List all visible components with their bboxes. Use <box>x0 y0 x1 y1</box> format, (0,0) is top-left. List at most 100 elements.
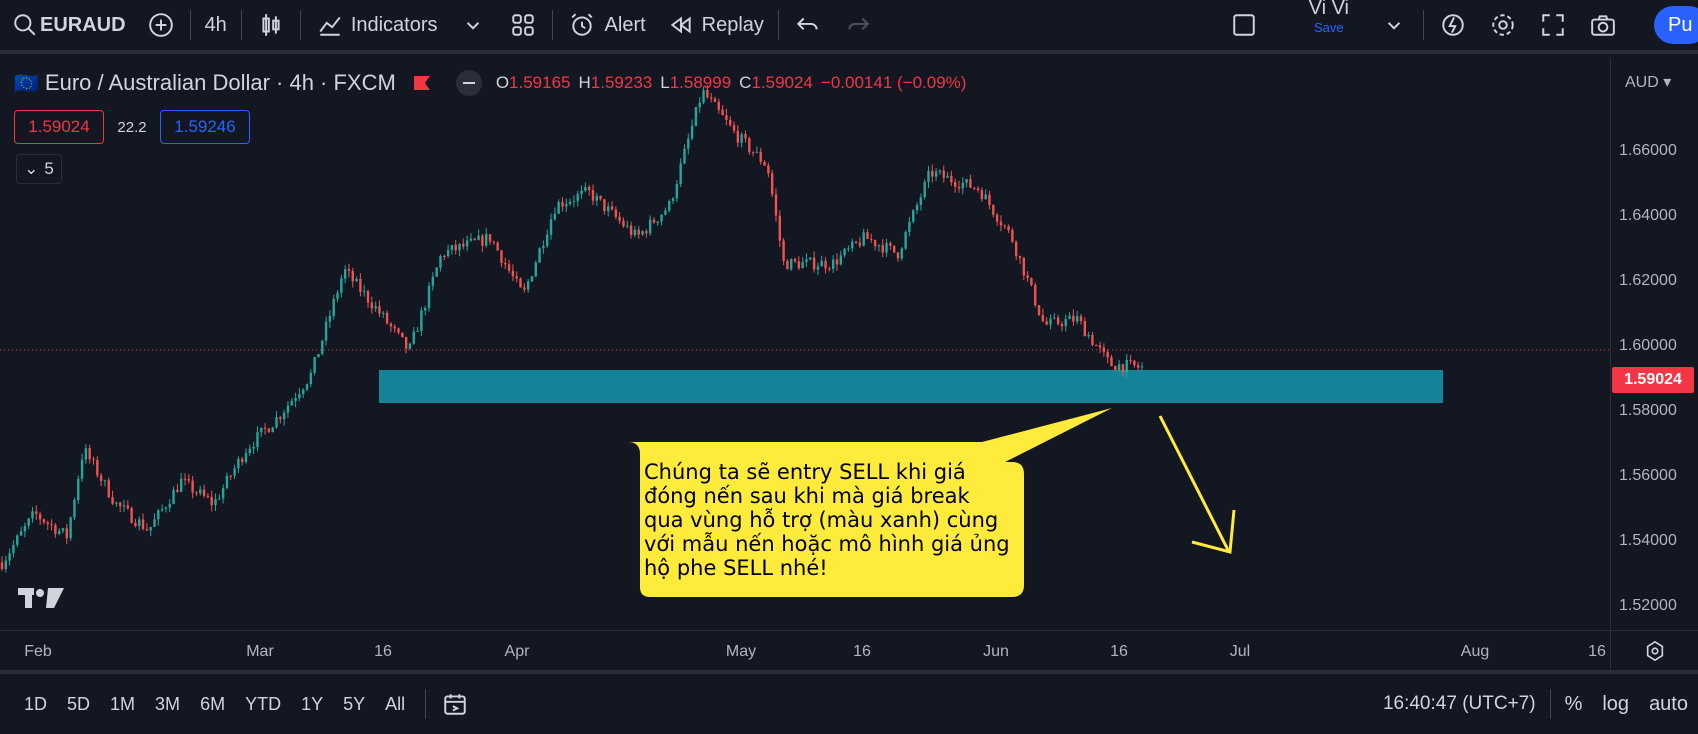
candle-body <box>305 384 309 390</box>
candle-body <box>446 249 450 257</box>
indicator-count: 5 <box>44 159 54 178</box>
candle-body <box>241 458 244 462</box>
candle-body <box>885 243 888 253</box>
candle-body <box>191 480 194 493</box>
candle-body <box>1102 347 1106 352</box>
candle-body <box>507 264 511 271</box>
candle-body <box>385 312 389 324</box>
plus-circle-icon <box>146 10 176 40</box>
candle-body <box>134 522 137 527</box>
flag-icon[interactable] <box>413 76 430 90</box>
candle-body <box>27 518 30 526</box>
buy-price-button[interactable]: 1.59246 <box>160 110 250 144</box>
divider <box>777 10 779 40</box>
fullscreen-layout-button[interactable] <box>1219 0 1269 52</box>
candle-body <box>778 215 781 241</box>
alert-label: Alert <box>604 13 646 36</box>
fullscreen-button[interactable] <box>1528 0 1578 52</box>
chart-type-button[interactable] <box>246 0 296 52</box>
percent-scale-button[interactable]: % <box>1564 692 1583 715</box>
indicators-button[interactable]: Indicators <box>305 0 448 52</box>
settings-button[interactable] <box>1478 0 1528 52</box>
candle-body <box>1083 321 1087 337</box>
quick-search-button[interactable] <box>1428 0 1478 52</box>
candle-body <box>38 513 42 520</box>
candle-body <box>843 248 846 256</box>
candle-body <box>942 170 945 178</box>
range-button-3m[interactable]: 3M <box>155 693 181 714</box>
publish-button[interactable]: Pu <box>1654 6 1698 44</box>
symbol-title[interactable]: Euro / Australian Dollar · 4h · FXCM <box>44 70 396 95</box>
candle-body <box>622 220 625 227</box>
minus-icon[interactable] <box>455 70 482 96</box>
candle-body <box>1053 317 1056 319</box>
candle-body <box>275 417 278 428</box>
alert-button[interactable]: Alert <box>557 0 656 52</box>
candle-body <box>8 553 11 561</box>
candle-body <box>1049 318 1052 325</box>
undo-button[interactable] <box>783 0 833 52</box>
interval-button[interactable]: 4h <box>204 13 227 36</box>
candle-body <box>202 489 206 496</box>
candle-body <box>961 182 965 189</box>
range-button-ytd[interactable]: YTD <box>245 693 282 714</box>
candle-body <box>359 278 362 292</box>
candle-body <box>751 151 755 153</box>
user-menu[interactable]: Vi Vi Save <box>1299 0 1359 52</box>
candle-body <box>294 398 297 401</box>
axis-settings-button[interactable] <box>1610 630 1698 670</box>
candle-body <box>908 221 911 233</box>
candle-body <box>1045 321 1048 325</box>
candle-body <box>599 195 602 200</box>
candle-body <box>302 389 305 395</box>
candle-body <box>774 194 778 216</box>
snapshot-button[interactable] <box>1578 0 1628 52</box>
candle-body <box>755 151 759 153</box>
save-menu-button[interactable] <box>1369 0 1419 52</box>
candle-body <box>1037 305 1041 316</box>
candle-body <box>164 507 168 509</box>
chevron-down-icon <box>458 10 488 40</box>
range-button-1y[interactable]: 1Y <box>301 693 324 714</box>
candle-body <box>118 502 122 507</box>
compare-button[interactable] <box>136 0 186 52</box>
symbol-search[interactable]: EURAUD <box>0 0 136 52</box>
candle-body <box>847 248 850 250</box>
range-button-1m[interactable]: 1M <box>110 693 136 714</box>
replay-button[interactable]: Replay <box>656 0 774 52</box>
range-button-1d[interactable]: 1D <box>24 693 48 714</box>
candle-body <box>706 89 709 98</box>
candle-body <box>1110 357 1113 367</box>
candle-body <box>568 201 572 205</box>
candle-body <box>950 175 953 183</box>
indicator-templates-button[interactable] <box>448 0 498 52</box>
range-button-5d[interactable]: 5D <box>67 693 91 714</box>
candle-body <box>355 278 358 282</box>
candle-body <box>65 528 69 539</box>
goto-date-button[interactable] <box>430 677 480 731</box>
candle-body <box>648 219 652 234</box>
candle-body <box>31 511 34 519</box>
currency-selector[interactable]: AUD ▾ <box>1625 74 1672 91</box>
candle-body <box>546 234 549 246</box>
log-scale-button[interactable]: log <box>1602 692 1630 715</box>
redo-button[interactable] <box>833 0 883 52</box>
chart-pane[interactable] <box>0 58 1610 630</box>
range-button-6m[interactable]: 6M <box>200 693 226 714</box>
time-axis[interactable]: Feb Mar 16 Apr May 16 Jun 16 Jul Aug 16 <box>0 630 1610 670</box>
layout-button[interactable] <box>498 0 548 52</box>
candle-body <box>805 259 808 262</box>
clock-timezone[interactable]: 16:40:47 (UTC+7) <box>1382 693 1536 714</box>
tradingview-logo-icon <box>18 588 64 608</box>
sell-price-button[interactable]: 1.59024 <box>14 110 104 144</box>
range-button-all[interactable]: All <box>385 693 406 714</box>
indicators-collapse-button[interactable]: ⌄ 5 <box>16 154 62 184</box>
candle-body <box>1003 225 1006 227</box>
candle-body <box>683 148 686 164</box>
auto-scale-button[interactable]: auto <box>1649 692 1688 715</box>
candle-body <box>576 193 579 201</box>
candle-body <box>343 269 347 279</box>
candle-body <box>160 508 164 511</box>
price-axis[interactable]: AUD ▾ 1.66000 1.64000 1.62000 1.60000 1.5800… <box>1610 58 1698 630</box>
range-button-5y[interactable]: 5Y <box>343 693 366 714</box>
